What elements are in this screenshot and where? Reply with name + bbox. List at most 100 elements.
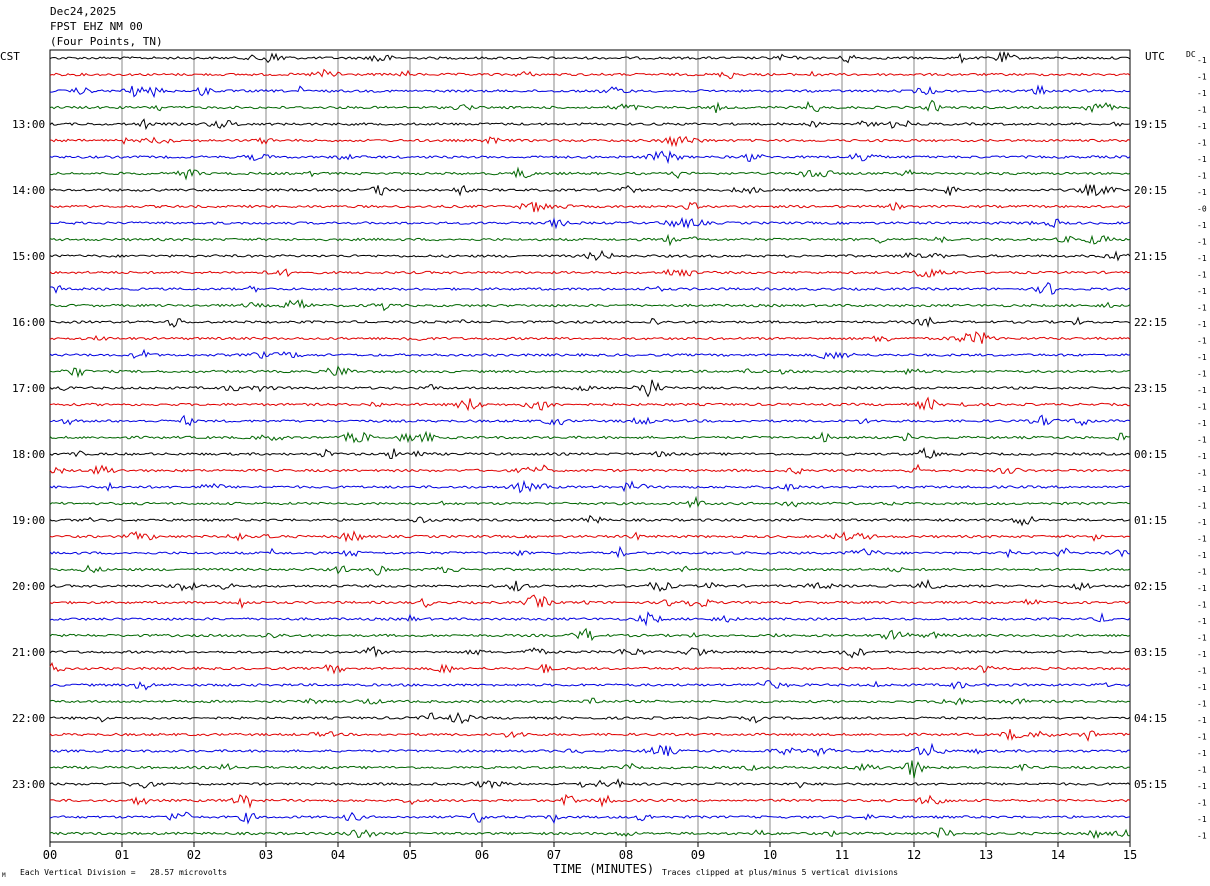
trace-line [49, 729, 1131, 742]
right-hour-label: 03:15 [1134, 646, 1167, 659]
dc-offset-value: -1 [1197, 73, 1207, 82]
dc-offset-value: -1 [1197, 716, 1207, 725]
dc-offset-value: -1 [1197, 832, 1207, 841]
dc-offset-value: -1 [1197, 634, 1207, 643]
dc-offset-value: -1 [1197, 584, 1207, 593]
trace-line [49, 495, 1131, 509]
trace-line [49, 578, 1131, 592]
dc-offset-value: -1 [1197, 683, 1207, 692]
x-tick-label: 14 [1051, 848, 1065, 862]
trace-line [49, 742, 1131, 757]
trace-line [49, 233, 1131, 247]
trace-line [49, 661, 1131, 675]
dc-offset-value: -1 [1197, 122, 1207, 131]
trace-line [49, 811, 1131, 825]
dc-offset-value: -0 [1197, 205, 1207, 214]
right-timezone-label: UTC [1145, 50, 1165, 63]
x-axis-title: TIME (MINUTES) [553, 862, 655, 876]
dc-offset-value: -1 [1197, 353, 1207, 362]
plot-frame [49, 49, 1131, 843]
trace-line [49, 396, 1131, 412]
dc-offset-value: -1 [1197, 733, 1207, 742]
trace-line [49, 99, 1131, 114]
trace-line [49, 530, 1131, 543]
dc-offset-value: -1 [1197, 221, 1207, 230]
trace-line [49, 135, 1131, 148]
right-hour-label: 21:15 [1134, 250, 1167, 263]
x-tick-label: 04 [331, 848, 345, 862]
x-tick-label: 05 [403, 848, 417, 862]
trace-line [49, 68, 1131, 80]
station-code: FPST EHZ NM 00 [50, 20, 143, 33]
trace-line [50, 760, 1131, 779]
right-hour-label: 05:15 [1134, 778, 1167, 791]
trace-line [49, 514, 1131, 527]
x-tick-label: 02 [187, 848, 201, 862]
x-tick-label: 01 [115, 848, 129, 862]
left-hour-label: 18:00 [12, 448, 45, 461]
dc-offset-value: -1 [1197, 419, 1207, 428]
dc-offset-value: -1 [1197, 766, 1207, 775]
trace-line [49, 430, 1131, 444]
trace-line [49, 414, 1131, 427]
left-hour-label: 23:00 [12, 778, 45, 791]
dc-offset-value: -1 [1197, 551, 1207, 560]
dc-offset-value: -1 [1197, 56, 1207, 65]
dc-offset-value: -1 [1197, 535, 1207, 544]
dc-offset-header: DC [1186, 50, 1196, 59]
trace-line [49, 365, 1131, 379]
dc-offset-value: -1 [1197, 370, 1207, 379]
trace-line [50, 84, 1131, 99]
dc-offset-value: -1 [1197, 700, 1207, 709]
right-hour-label: 20:15 [1134, 184, 1167, 197]
dc-offset-value: -1 [1197, 304, 1207, 313]
trace-line [49, 216, 1131, 230]
dc-offset-value: -1 [1197, 172, 1207, 181]
trace-line [49, 331, 1131, 344]
dc-offset-value: -1 [1197, 601, 1207, 610]
dc-offset-value: -1 [1197, 799, 1207, 808]
dc-offset-value: -1 [1197, 139, 1207, 148]
trace-line [49, 447, 1131, 460]
x-tick-label: 13 [979, 848, 993, 862]
dc-offset-value: -1 [1197, 403, 1207, 412]
right-hour-label: 22:15 [1134, 316, 1167, 329]
trace-line [49, 479, 1131, 494]
right-hour-label: 23:15 [1134, 382, 1167, 395]
dc-offset-value: -1 [1197, 667, 1207, 676]
left-hour-label: 14:00 [12, 184, 45, 197]
trace-line [49, 594, 1131, 609]
trace-line [49, 268, 1131, 278]
x-tick-label: 12 [907, 848, 921, 862]
dc-offset-value: -1 [1197, 320, 1207, 329]
right-hour-label: 19:15 [1134, 118, 1167, 131]
x-tick-label: 09 [691, 848, 705, 862]
left-hour-label: 13:00 [12, 118, 45, 131]
trace-line [49, 627, 1131, 642]
left-hour-label: 20:00 [12, 580, 45, 593]
x-tick-label: 10 [763, 848, 777, 862]
x-tick-label: 08 [619, 848, 633, 862]
trace-line [49, 118, 1131, 131]
dc-offset-value: -1 [1197, 650, 1207, 659]
dc-offset-value: -1 [1197, 254, 1207, 263]
dc-offset-value: -1 [1197, 271, 1207, 280]
dc-offset-value: -1 [1197, 568, 1207, 577]
trace-line [49, 611, 1131, 627]
plot-date: Dec24,2025 [50, 5, 117, 18]
dc-offset-value: -1 [1197, 386, 1207, 395]
trace-line [49, 711, 1131, 725]
scale-note: Each Vertical Division = 28.57 microvolt… [20, 868, 228, 877]
trace-line [49, 298, 1131, 312]
trace-line [49, 348, 1131, 360]
right-hour-label: 01:15 [1134, 514, 1167, 527]
trace-line [49, 793, 1131, 809]
dc-offset-value: -1 [1197, 518, 1207, 527]
trace-line [49, 778, 1131, 789]
trace-line [49, 281, 1131, 295]
trace-line [49, 316, 1131, 328]
trace-line [49, 564, 1131, 576]
left-hour-label: 22:00 [12, 712, 45, 725]
x-tick-label: 03 [259, 848, 273, 862]
trace-line [49, 379, 1131, 398]
